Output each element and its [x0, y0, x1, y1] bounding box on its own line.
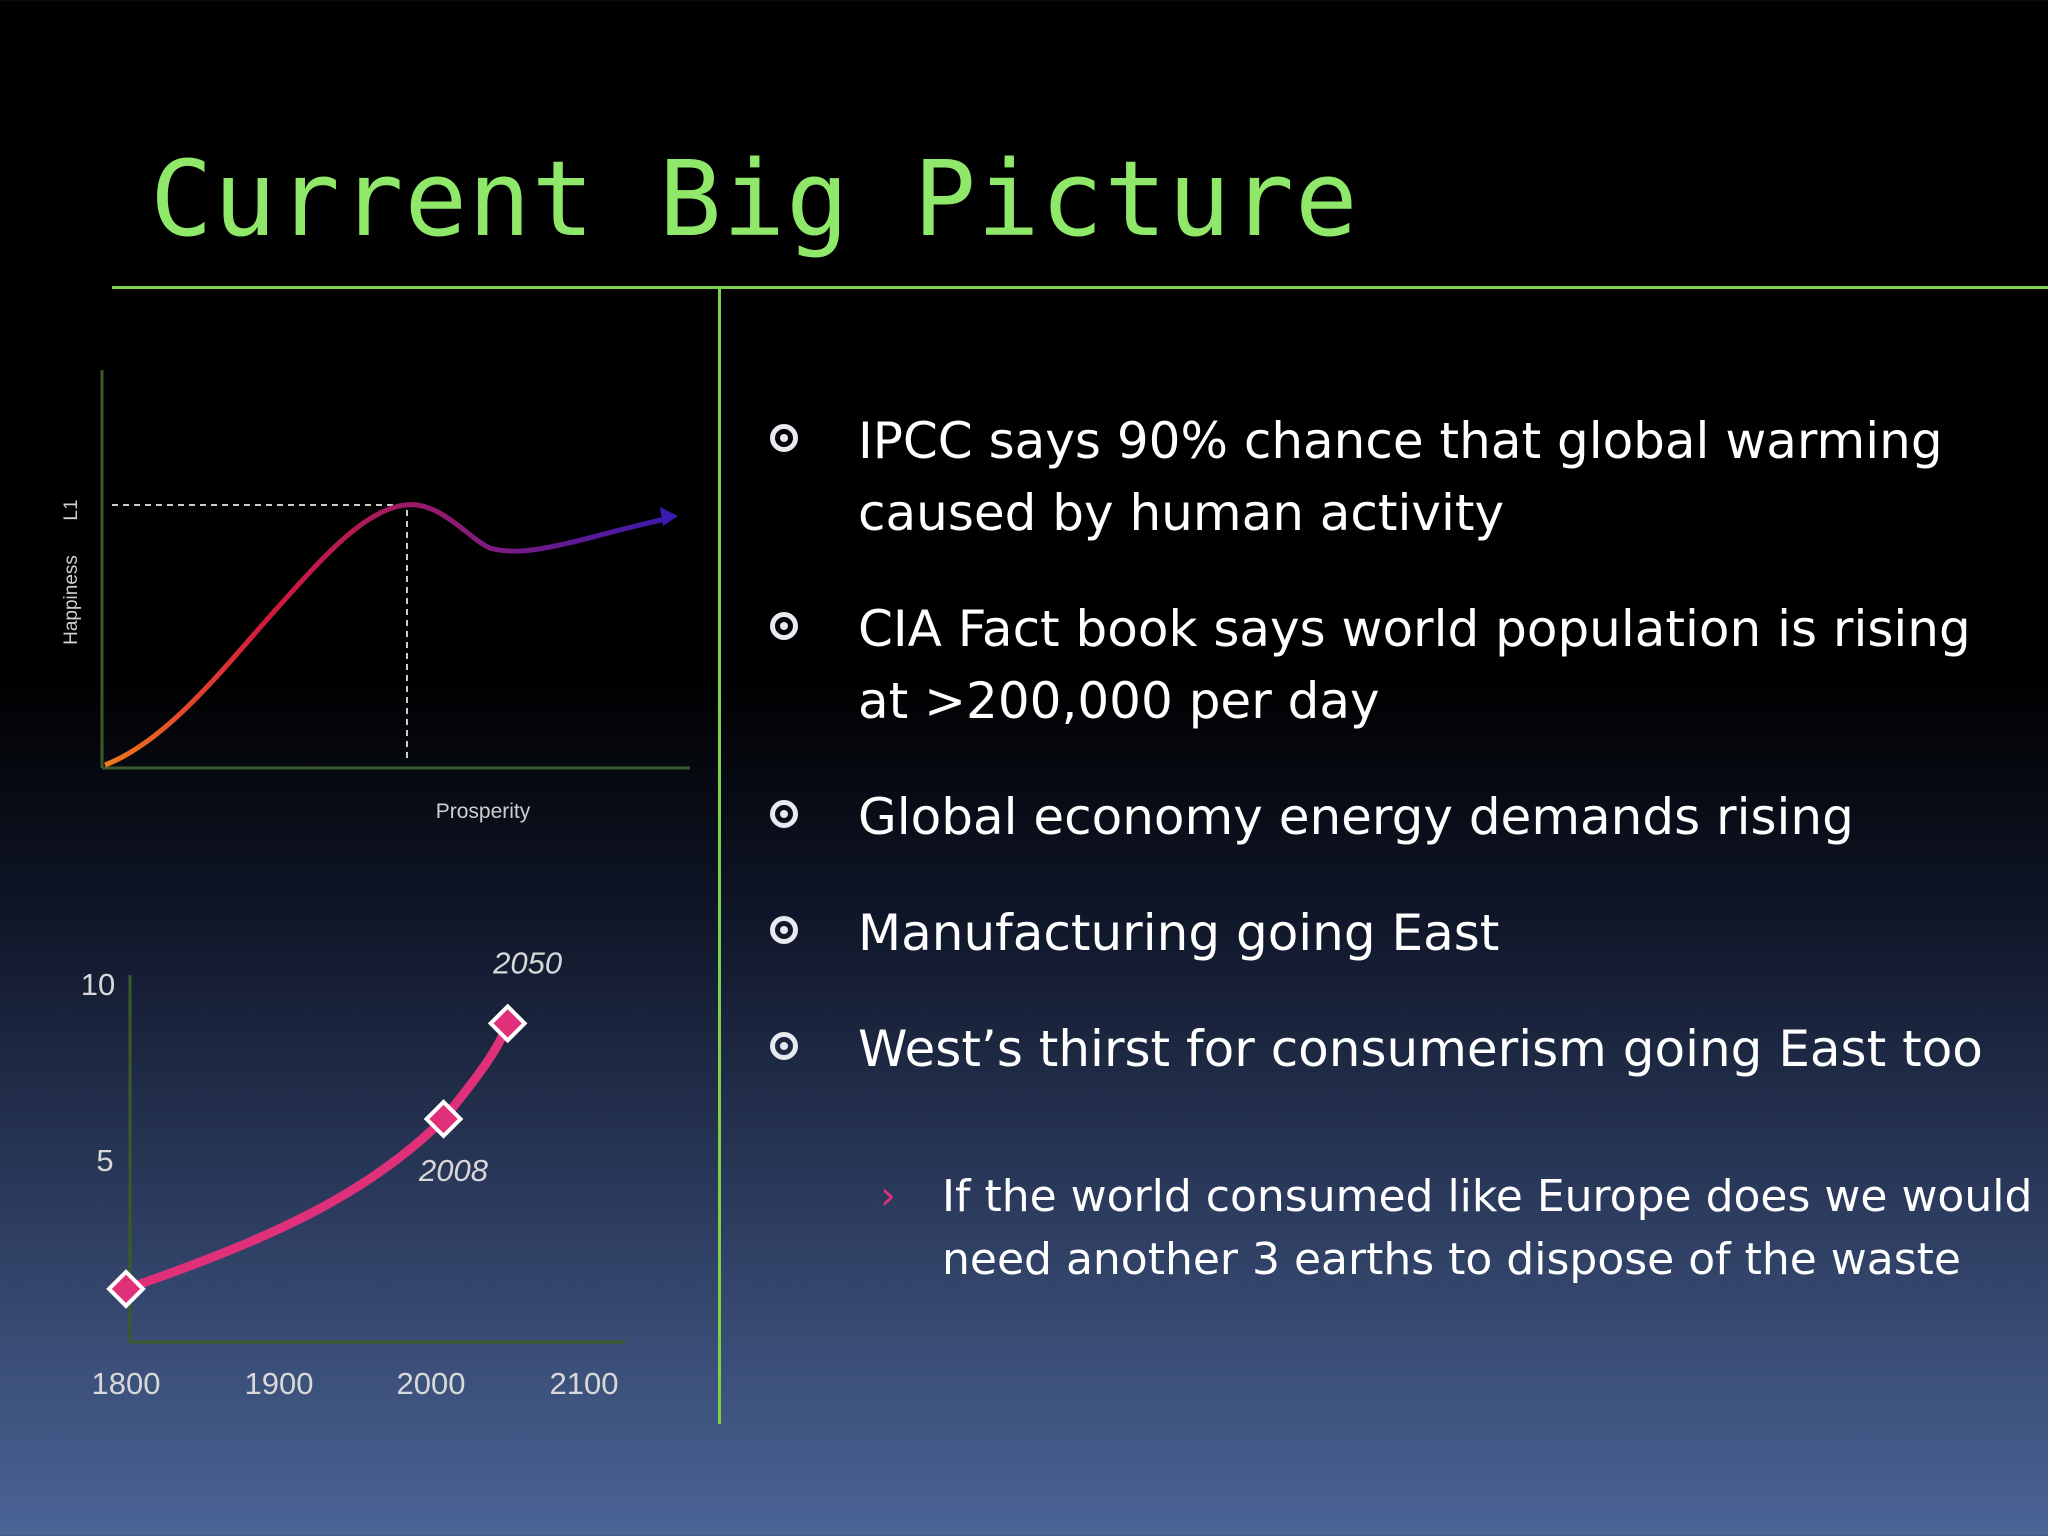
column-divider [718, 288, 721, 1424]
target-circle-icon [770, 424, 798, 452]
target-circle-icon [770, 800, 798, 828]
data-point-label: 2008 [418, 1153, 489, 1188]
bullet-list: IPCC says 90% chance that global warming… [770, 405, 2030, 1129]
target-circle-icon [770, 916, 798, 944]
data-point-marker [487, 1003, 528, 1044]
target-circle-icon [770, 612, 798, 640]
title-rule [112, 286, 2048, 289]
y-tick-label: 10 [81, 967, 115, 1002]
x-tick-label: 1800 [92, 1366, 161, 1401]
bullet-item: IPCC says 90% chance that global warming… [770, 405, 2030, 549]
chevron-right-icon: › [880, 1173, 896, 1219]
happiness-prosperity-chart: Happiness L1 Prosperity [61, 370, 690, 823]
bullet-item: CIA Fact book says world population is r… [770, 593, 2030, 737]
growth-line [121, 1018, 513, 1294]
growth-chart: 10 5 1800 1900 2000 2100 2008 2050 [81, 945, 625, 1401]
x-tick-label: 2100 [550, 1366, 619, 1401]
x-tick-label: 2000 [397, 1366, 466, 1401]
data-point-marker [423, 1099, 464, 1139]
bullet-item: Global economy energy demands rising [770, 781, 2030, 853]
bullet-text: Global economy energy demands rising [858, 788, 1854, 846]
x-axis-label: Prosperity [436, 800, 531, 823]
target-circle-icon [770, 1032, 798, 1060]
bullet-text: West’s thirst for consumerism going East… [858, 1020, 1983, 1078]
y-axis-label: Happiness [61, 555, 82, 645]
sub-bullet-text: If the world consumed like Europe does w… [942, 1171, 2033, 1285]
curve-arrow-icon [660, 507, 678, 526]
happiness-curve [104, 502, 671, 768]
bullet-text: Manufacturing going East [858, 904, 1500, 962]
y-tick-label: 5 [96, 1143, 113, 1178]
x-tick-label: 1900 [245, 1366, 314, 1401]
data-point-marker [106, 1269, 146, 1309]
sub-bullet-item: › If the world consumed like Europe does… [880, 1165, 2048, 1291]
bullet-text: IPCC says 90% chance that global warming… [858, 412, 1943, 542]
peak-label: L1 [61, 499, 82, 520]
data-point-label: 2050 [492, 945, 562, 980]
bullet-item: West’s thirst for consumerism going East… [770, 1013, 2030, 1085]
bullet-text: CIA Fact book says world population is r… [858, 600, 1971, 730]
bullet-item: Manufacturing going East [770, 897, 2030, 969]
slide-title: Current Big Picture [150, 138, 1359, 260]
